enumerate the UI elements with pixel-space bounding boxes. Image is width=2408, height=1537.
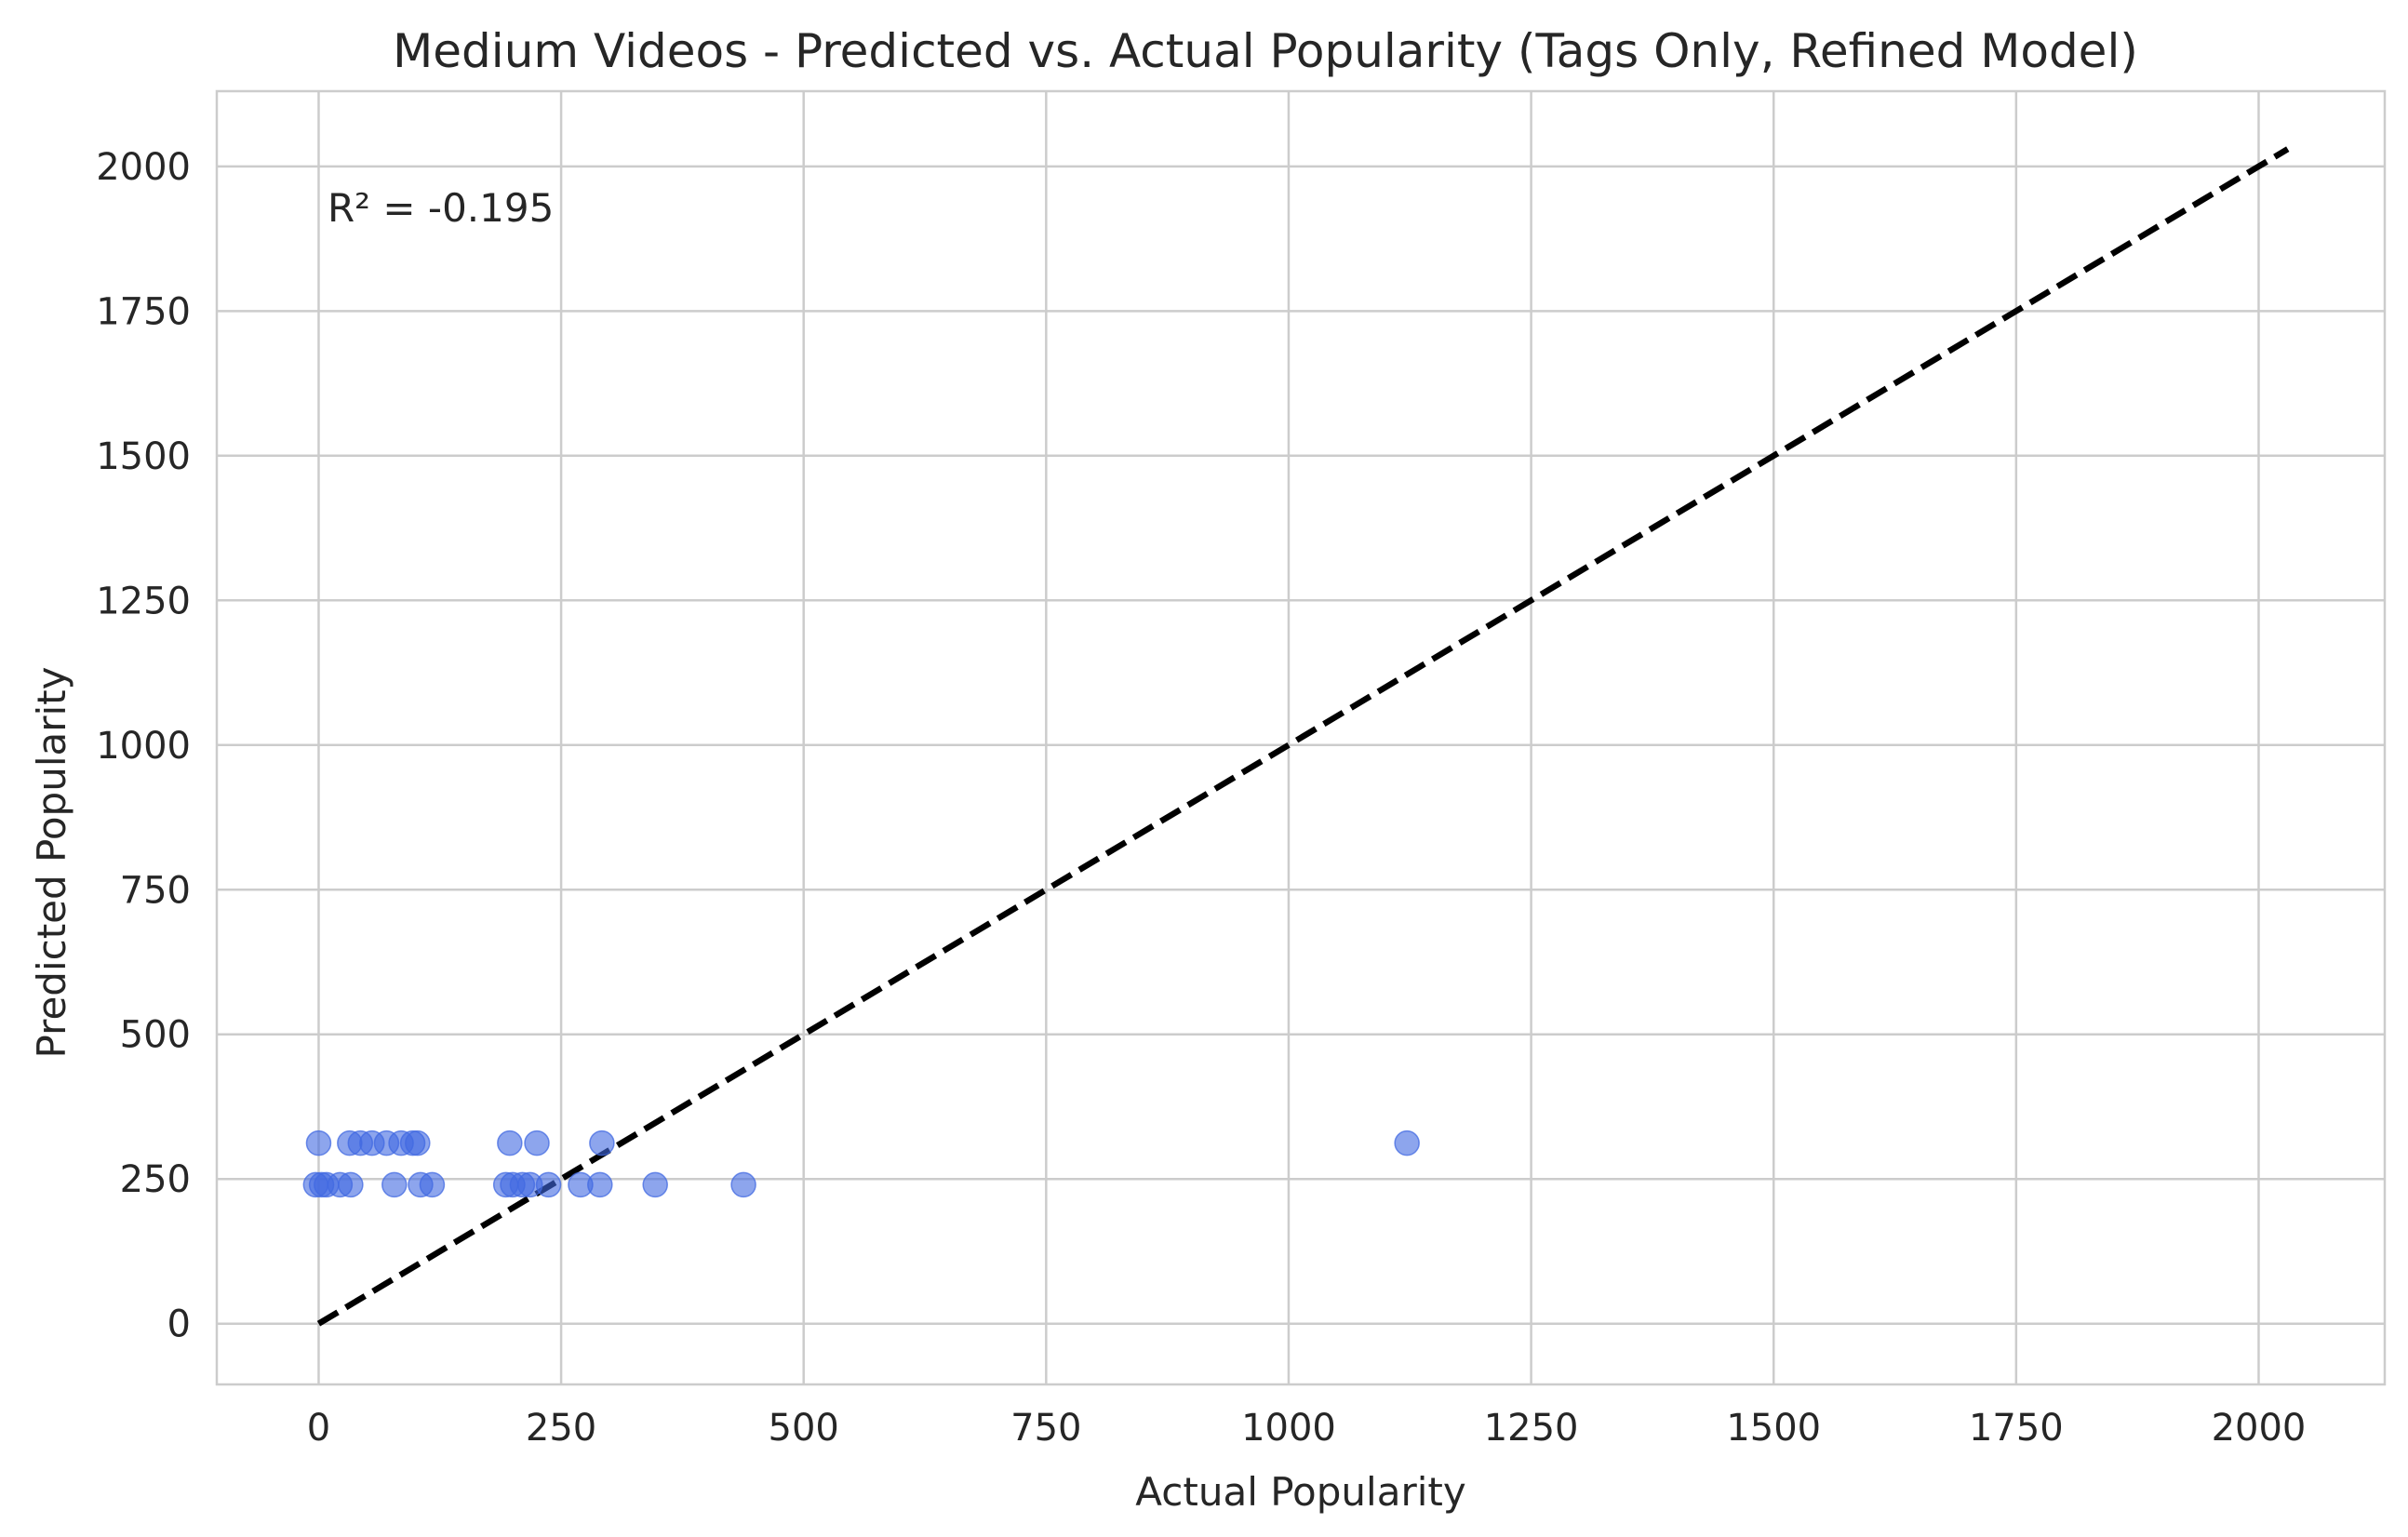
- chart-title: Medium Videos - Predicted vs. Actual Pop…: [393, 24, 2138, 78]
- data-point: [642, 1171, 668, 1198]
- x-tick-label: 1250: [1484, 1407, 1579, 1450]
- data-points: [302, 1129, 1420, 1198]
- data-point: [587, 1171, 613, 1198]
- y-tick-label: 1250: [96, 580, 191, 622]
- y-tick-label: 1500: [96, 435, 191, 478]
- r-squared-annotation: R² = -0.195: [328, 185, 554, 231]
- y-tick-label: 500: [120, 1014, 191, 1057]
- data-point: [524, 1129, 550, 1156]
- data-point: [497, 1129, 523, 1156]
- x-tick-label: 500: [769, 1407, 839, 1450]
- data-point: [405, 1129, 431, 1156]
- y-tick-label: 1000: [96, 725, 191, 768]
- data-point: [305, 1129, 332, 1156]
- y-tick-label: 1750: [96, 290, 191, 333]
- y-axis-label: Predicted Popularity: [29, 667, 74, 1059]
- x-tick-label: 750: [1010, 1407, 1081, 1450]
- x-tick-label: 1750: [1969, 1407, 2064, 1450]
- data-point: [730, 1171, 756, 1198]
- data-point: [535, 1171, 562, 1198]
- plot-frame: [215, 89, 2387, 1386]
- x-tick-label: 250: [526, 1407, 596, 1450]
- y-tick-label: 750: [120, 869, 191, 912]
- x-tick-labels: 0 250 500 750 1000 1250 1500 1750 2000: [307, 1407, 2307, 1450]
- x-tick-label: 1000: [1241, 1407, 1336, 1450]
- data-point: [1394, 1129, 1420, 1156]
- x-tick-label: 2000: [2212, 1407, 2307, 1450]
- data-point: [381, 1171, 408, 1198]
- data-point: [419, 1171, 446, 1198]
- x-tick-label: 1500: [1726, 1407, 1821, 1450]
- data-point: [589, 1129, 615, 1156]
- y-tick-label: 0: [167, 1303, 191, 1346]
- data-point: [338, 1171, 364, 1198]
- y-tick-label: 250: [120, 1158, 191, 1201]
- y-tick-label: 2000: [96, 146, 191, 189]
- y-tick-labels: 0 250 500 750 1000 1250 1500 1750 2000: [96, 146, 191, 1346]
- x-axis-label: Actual Popularity: [1135, 1469, 1465, 1515]
- x-tick-label: 0: [307, 1407, 330, 1450]
- identity-reference-line: [316, 146, 2290, 1327]
